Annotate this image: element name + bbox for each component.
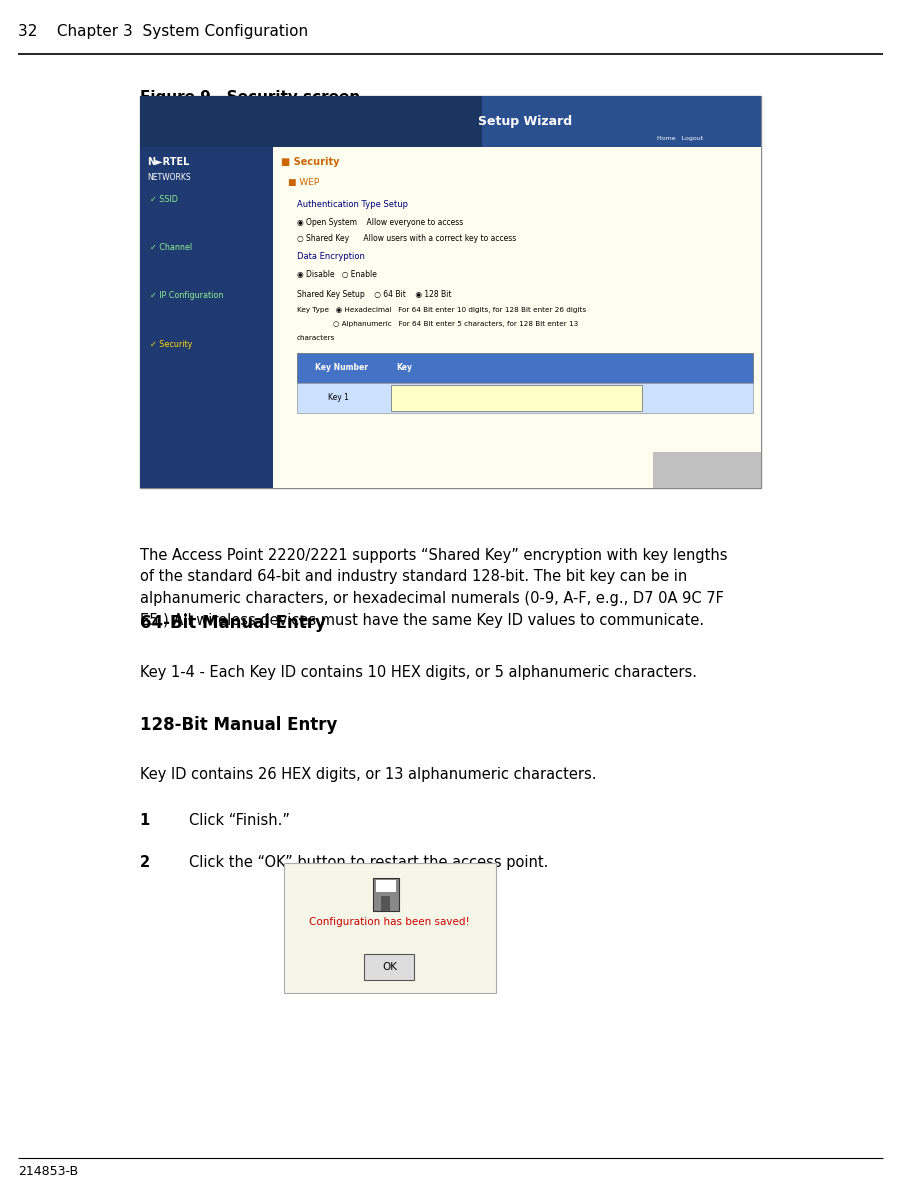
Text: Authentication Type Setup: Authentication Type Setup bbox=[296, 200, 408, 208]
FancyBboxPatch shape bbox=[140, 147, 273, 488]
Text: Figure 9   Security screen: Figure 9 Security screen bbox=[140, 90, 359, 105]
Text: ○ Shared Key      Allow users with a correct key to access: ○ Shared Key Allow users with a correct … bbox=[296, 234, 516, 242]
Text: ✓ SSID: ✓ SSID bbox=[150, 195, 178, 203]
Text: ■ Security: ■ Security bbox=[280, 157, 339, 166]
Text: Shared Key Setup    ○ 64 Bit    ◉ 128 Bit: Shared Key Setup ○ 64 Bit ◉ 128 Bit bbox=[296, 290, 451, 299]
Text: ◉ Disable   ○ Enable: ◉ Disable ○ Enable bbox=[296, 270, 377, 278]
Text: 214853-B: 214853-B bbox=[18, 1164, 78, 1178]
Text: Key Type   ◉ Hexadecimal   For 64 Bit enter 10 digits, for 128 Bit enter 26 digi: Key Type ◉ Hexadecimal For 64 Bit enter … bbox=[296, 307, 586, 313]
FancyBboxPatch shape bbox=[653, 452, 761, 488]
Text: Key: Key bbox=[396, 364, 412, 372]
Text: Data Encryption: Data Encryption bbox=[296, 252, 365, 260]
FancyBboxPatch shape bbox=[381, 896, 390, 911]
Text: Configuration has been saved!: Configuration has been saved! bbox=[309, 917, 470, 927]
Text: 128-Bit Manual Entry: 128-Bit Manual Entry bbox=[140, 716, 337, 734]
Text: Key 1-4 - Each Key ID contains 10 HEX digits, or 5 alphanumeric characters.: Key 1-4 - Each Key ID contains 10 HEX di… bbox=[140, 665, 696, 679]
Text: Click “Finish.”: Click “Finish.” bbox=[189, 813, 290, 827]
FancyBboxPatch shape bbox=[296, 353, 753, 383]
Text: Home   Logout: Home Logout bbox=[658, 136, 704, 141]
FancyBboxPatch shape bbox=[364, 954, 414, 980]
FancyBboxPatch shape bbox=[373, 878, 398, 911]
FancyBboxPatch shape bbox=[140, 96, 761, 147]
Text: ✓ Security: ✓ Security bbox=[150, 340, 193, 348]
Text: ✓ Channel: ✓ Channel bbox=[150, 243, 193, 252]
Text: OK: OK bbox=[382, 962, 397, 972]
Text: Setup Wizard: Setup Wizard bbox=[478, 116, 572, 128]
FancyBboxPatch shape bbox=[140, 96, 761, 488]
Text: 2: 2 bbox=[140, 855, 150, 869]
Text: NETWORKS: NETWORKS bbox=[147, 173, 190, 182]
Text: Key ID contains 26 HEX digits, or 13 alphanumeric characters.: Key ID contains 26 HEX digits, or 13 alp… bbox=[140, 767, 596, 781]
Text: Key Number: Key Number bbox=[314, 364, 368, 372]
Text: Key 1: Key 1 bbox=[328, 394, 350, 402]
Text: 32    Chapter 3  System Configuration: 32 Chapter 3 System Configuration bbox=[18, 24, 308, 39]
FancyBboxPatch shape bbox=[284, 863, 496, 993]
FancyBboxPatch shape bbox=[273, 147, 761, 488]
Text: The Access Point 2220/2221 supports “Shared Key” encryption with key lengths
of : The Access Point 2220/2221 supports “Sha… bbox=[140, 548, 727, 627]
Text: Click the “OK” button to restart the access point.: Click the “OK” button to restart the acc… bbox=[189, 855, 549, 869]
FancyBboxPatch shape bbox=[481, 96, 761, 147]
Text: characters: characters bbox=[296, 335, 335, 341]
Text: N►RTEL: N►RTEL bbox=[147, 157, 189, 166]
Text: ✓ IP Configuration: ✓ IP Configuration bbox=[150, 291, 223, 300]
FancyBboxPatch shape bbox=[391, 385, 642, 411]
FancyBboxPatch shape bbox=[296, 383, 753, 413]
Text: 64-Bit Manual Entry: 64-Bit Manual Entry bbox=[140, 614, 325, 632]
Text: ■ WEP: ■ WEP bbox=[287, 178, 319, 187]
FancyBboxPatch shape bbox=[377, 880, 396, 892]
Text: 1: 1 bbox=[140, 813, 150, 827]
Text: ◉ Open System    Allow everyone to access: ◉ Open System Allow everyone to access bbox=[296, 218, 463, 226]
Text: ○ Alphanumeric   For 64 Bit enter 5 characters, for 128 Bit enter 13: ○ Alphanumeric For 64 Bit enter 5 charac… bbox=[296, 321, 578, 327]
